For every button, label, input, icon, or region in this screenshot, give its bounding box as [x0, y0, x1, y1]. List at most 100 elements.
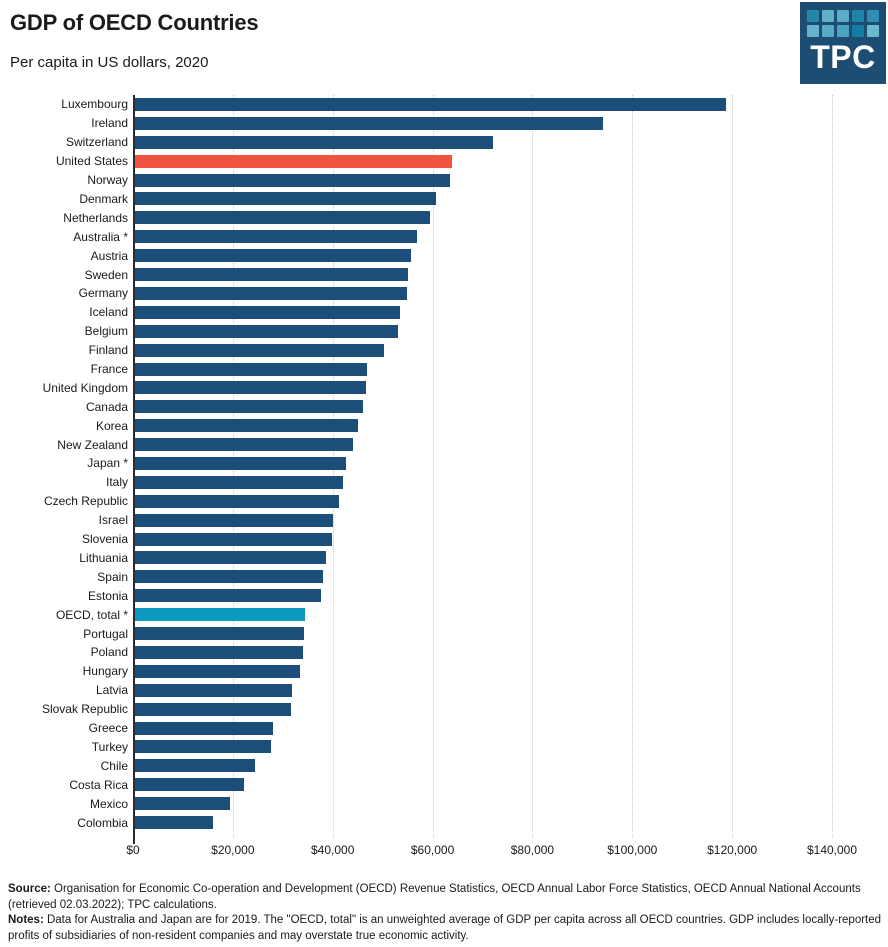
notes-label: Notes: — [8, 914, 44, 927]
bar — [135, 759, 256, 773]
bar-row: Finland — [0, 341, 888, 360]
bar — [135, 456, 346, 470]
source-text: Organisation for Economic Co-operation a… — [8, 883, 861, 911]
tpc-logo: TPC — [800, 2, 886, 84]
country-label: Korea — [95, 418, 128, 433]
country-label: Hungary — [82, 664, 128, 679]
bar — [135, 532, 332, 546]
bar-row: Ireland — [0, 114, 888, 133]
bar-row: Norway — [0, 171, 888, 190]
country-label: OECD, total * — [55, 607, 128, 622]
bar-row: Poland — [0, 643, 888, 662]
bar-row: Costa Rica — [0, 775, 888, 794]
bar-chart: Luxembourg Ireland Switzerland United State… — [0, 95, 888, 844]
bar-row: Iceland — [0, 303, 888, 322]
bar-row: Czech Republic — [0, 492, 888, 511]
x-tick-label: $120,000 — [707, 843, 758, 857]
logo-square — [807, 25, 819, 37]
country-label: Spain — [97, 569, 128, 584]
logo-square — [867, 10, 879, 22]
bar-row: Slovak Republic — [0, 700, 888, 719]
gridline — [532, 95, 534, 838]
bar — [135, 419, 358, 433]
bar-row: Chile — [0, 756, 888, 775]
bar-row: OECD, total * — [0, 605, 888, 624]
bar — [135, 589, 322, 603]
bar — [135, 381, 366, 395]
bar — [135, 608, 306, 622]
logo-square — [822, 25, 834, 37]
bar-row: Switzerland — [0, 133, 888, 152]
country-label: Ireland — [91, 116, 128, 131]
x-tick-label: $80,000 — [510, 843, 555, 857]
country-label: Canada — [85, 399, 128, 414]
country-label: Italy — [105, 475, 128, 490]
bar — [135, 721, 274, 735]
bar-row: Colombia — [0, 813, 888, 832]
country-label: United Kingdom — [42, 380, 128, 395]
country-label: Czech Republic — [43, 494, 128, 509]
bar — [135, 702, 292, 716]
logo-square — [837, 10, 849, 22]
country-label: Portugal — [83, 626, 128, 641]
y-axis-line — [133, 95, 135, 844]
bar-row: Netherlands — [0, 208, 888, 227]
bar — [135, 249, 411, 263]
bar — [135, 645, 303, 659]
bar-row: Belgium — [0, 322, 888, 341]
bar-row: Portugal — [0, 624, 888, 643]
logo-square — [867, 25, 879, 37]
country-label: Luxembourg — [61, 97, 128, 112]
country-label: Belgium — [84, 324, 128, 339]
bar-row: Lithuania — [0, 549, 888, 568]
logo-grid-icon — [807, 10, 879, 37]
page-subtitle: Per capita in US dollars, 2020 — [10, 54, 209, 71]
country-label: Colombia — [77, 815, 128, 830]
bar — [135, 362, 367, 376]
bar-row: Hungary — [0, 662, 888, 681]
x-tick-label: $20,000 — [211, 843, 255, 857]
bar-row: Spain — [0, 567, 888, 586]
bar-row: France — [0, 360, 888, 379]
x-axis-labels: $0 $20,000 $40,000 $60,000 $80,000 $100,000 $1… — [0, 843, 888, 859]
bar — [135, 551, 327, 565]
bar-row: Turkey — [0, 738, 888, 757]
bar-row: Canada — [0, 397, 888, 416]
x-tick-label: $100,000 — [607, 843, 658, 857]
bar — [135, 305, 401, 319]
country-label: Japan * — [87, 456, 128, 471]
country-label: United States — [55, 154, 128, 169]
country-label: Greece — [88, 721, 128, 736]
bar — [135, 740, 272, 754]
bar — [135, 211, 430, 225]
bar-row: Greece — [0, 719, 888, 738]
bar — [135, 797, 231, 811]
country-label: Sweden — [84, 267, 128, 282]
bar-row: Germany — [0, 284, 888, 303]
gridline — [732, 95, 734, 838]
bar — [135, 664, 300, 678]
bar — [135, 778, 244, 792]
bar — [135, 438, 354, 452]
bar — [135, 116, 603, 130]
notes-note: Notes: Data for Australia and Japan are … — [8, 913, 882, 944]
country-label: Iceland — [89, 305, 128, 320]
country-label: Lithuania — [79, 550, 128, 565]
logo-square — [852, 25, 864, 37]
country-label: Latvia — [95, 683, 128, 698]
bar — [135, 97, 726, 111]
bar — [135, 135, 493, 149]
bar — [135, 475, 344, 489]
bar-row: Estonia — [0, 586, 888, 605]
bar-row: Slovenia — [0, 530, 888, 549]
bar-row: United Kingdom — [0, 378, 888, 397]
bar — [135, 494, 339, 508]
x-tick-label: $60,000 — [410, 843, 455, 857]
country-label: Poland — [90, 645, 128, 660]
country-label: Netherlands — [63, 210, 128, 225]
bar-row: Mexico — [0, 794, 888, 813]
bar-row: Latvia — [0, 681, 888, 700]
footnotes: Source: Organisation for Economic Co-ope… — [8, 882, 882, 944]
bar-row: Austria — [0, 246, 888, 265]
logo-square — [822, 10, 834, 22]
